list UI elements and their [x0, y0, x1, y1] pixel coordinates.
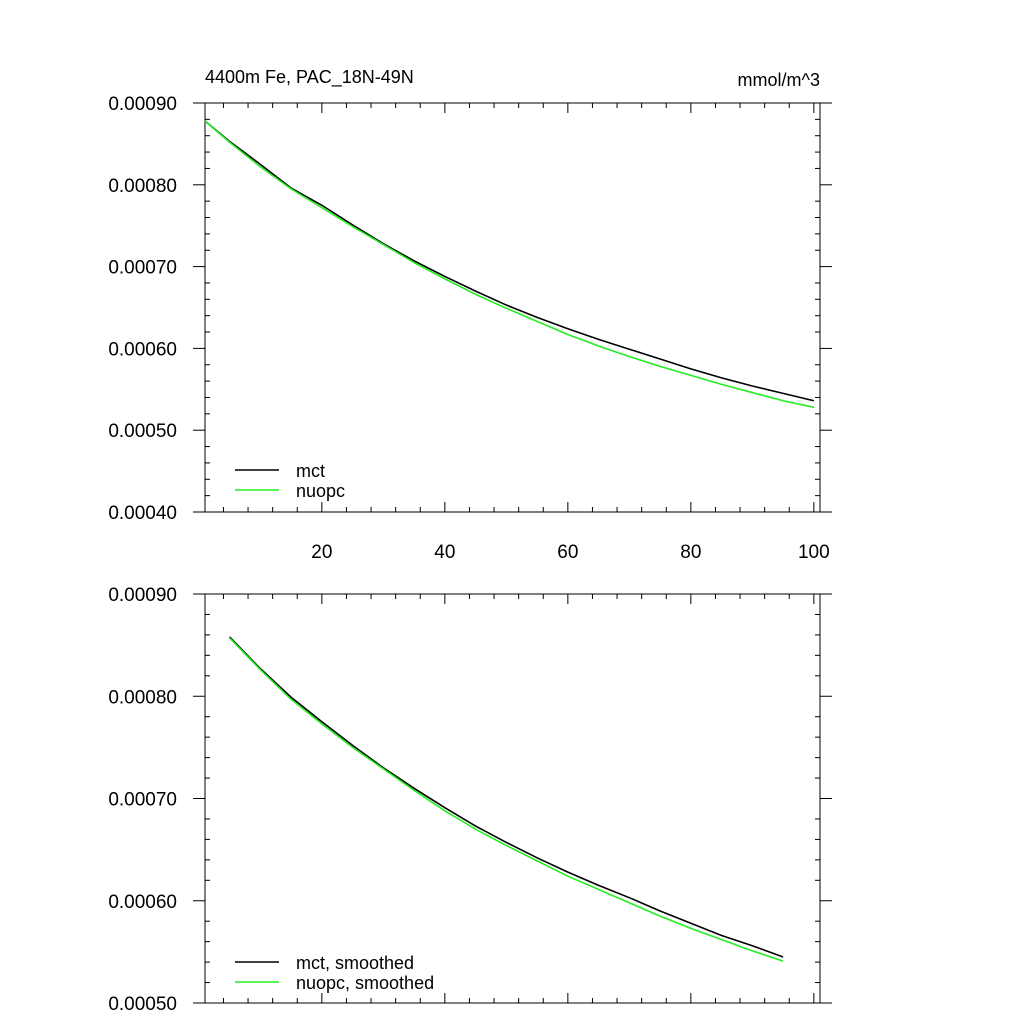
y-tick-label: 0.00070	[108, 258, 177, 279]
x-tick-label: 20	[311, 542, 332, 563]
y-tick-label: 0.00050	[108, 421, 177, 442]
y-tick-label: 0.00070	[108, 790, 177, 811]
y-tick-label: 0.00060	[108, 339, 177, 360]
series-line-nuopc-smoothed	[229, 637, 784, 962]
x-tick-label: 60	[557, 542, 578, 563]
legend-label-mct: mct	[296, 461, 325, 481]
legend-top: mct nuopc	[235, 461, 345, 501]
y-tick-label: 0.00050	[108, 994, 177, 1015]
y-tick-label: 0.00040	[108, 503, 177, 524]
x-tick-label: 80	[680, 542, 701, 563]
series-line-mct-smoothed	[229, 636, 784, 958]
chart-title-left: 4400m Fe, PAC_18N-49N	[205, 67, 414, 88]
plot-frame	[204, 102, 821, 513]
plot-area-bottom: 0.00050 0.00060 0.00070 0.00080 0.00090	[108, 585, 832, 1015]
panel-bottom: 0.00050 0.00060 0.00070 0.00080 0.00090 mct,…	[108, 585, 832, 1015]
legend-label-nuopc-smoothed: nuopc, smoothed	[296, 973, 434, 993]
units-label: mmol/m^3	[738, 70, 820, 90]
y-tick-label: 0.00060	[108, 892, 177, 913]
series-line-mct	[204, 120, 815, 402]
y-tick-label: 0.00090	[108, 94, 177, 115]
x-tick-label: 100	[798, 542, 830, 563]
legend-bottom: mct, smoothed nuopc, smoothed	[235, 953, 434, 993]
legend-label-mct-smoothed: mct, smoothed	[296, 953, 414, 973]
legend-label-nuopc: nuopc	[296, 481, 345, 501]
x-tick-label: 40	[434, 542, 455, 563]
plot-area-top: 20 40 60 80 100 0.00040 0.00050 0.00060 0.00070 0…	[108, 94, 832, 563]
y-tick-label: 0.00090	[108, 585, 177, 606]
series-line-nuopc	[204, 120, 815, 409]
panel-top: 4400m Fe, PAC_18N-49N mmol/m^3 20 40 60 80 1…	[108, 67, 832, 563]
y-tick-label: 0.00080	[108, 176, 177, 197]
y-tick-label: 0.00080	[108, 687, 177, 708]
